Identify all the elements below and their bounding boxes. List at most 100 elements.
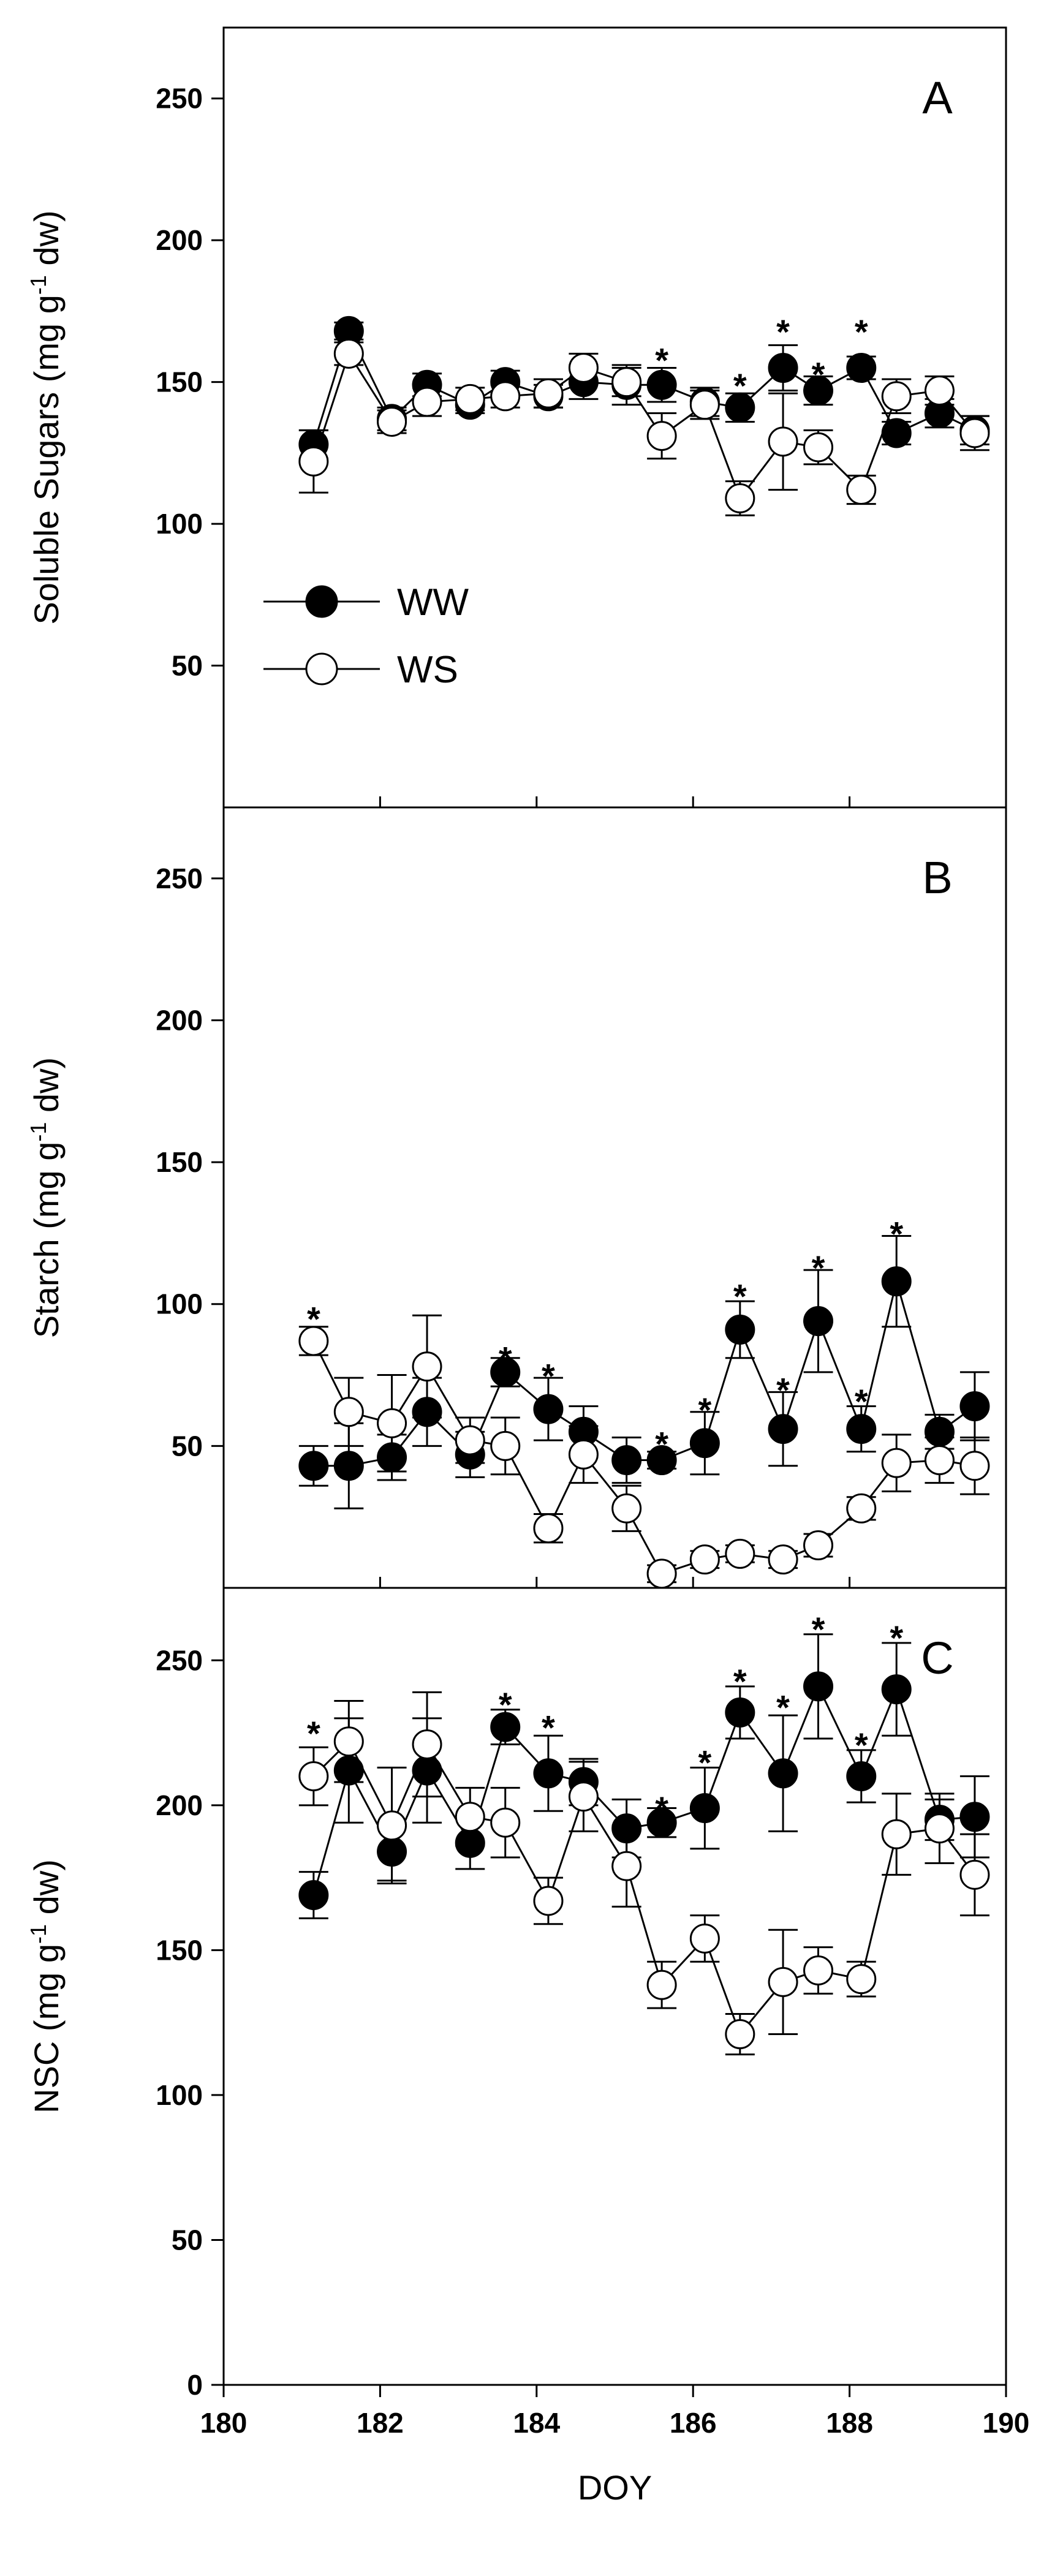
y-axis-title: Starch (mg g-1 dw) [26, 1057, 66, 1338]
data-point-ww [298, 1451, 329, 1481]
data-point-ws [533, 378, 564, 409]
data-point-ws [568, 352, 599, 383]
y-tick-label: 250 [156, 83, 203, 115]
panel-letter: C [921, 1633, 953, 1683]
significance-marker: * [812, 1248, 825, 1287]
data-point-ww [611, 1445, 642, 1476]
significance-marker: * [307, 1300, 320, 1339]
data-point-ws [846, 1493, 877, 1524]
y-axis-title-tail: dw) [27, 210, 66, 275]
data-point-ws [924, 1813, 955, 1844]
x-axis-title: DOY [578, 2468, 652, 2507]
data-point-ws [881, 1819, 912, 1849]
y-axis-title-superscript: -1 [26, 1924, 51, 1944]
panel-a: 50 100 150 200 250 Soluble Sugars (mg g-1 dw)… [26, 26, 1007, 809]
significance-marker: * [655, 1424, 668, 1463]
y-axis-title-main: Soluble Sugars (mg g [27, 295, 66, 625]
data-point-ww [533, 1758, 564, 1789]
legend-marker-ws [305, 652, 338, 686]
y-tick-label: 100 [156, 1288, 203, 1320]
data-point-ww [881, 1674, 912, 1705]
y-axis-title-main: Starch (mg g [27, 1142, 66, 1339]
data-point-ws [377, 1810, 407, 1841]
data-point-ww [646, 1445, 677, 1476]
data-point-ww [846, 1761, 877, 1792]
y-axis-title-tail: dw) [27, 1859, 66, 1924]
x-axis: 180 182 184 186 188 190 DOY [200, 2385, 1029, 2507]
y-axis-title: Soluble Sugars (mg g-1 dw) [26, 210, 66, 624]
data-point-ww [846, 1414, 877, 1445]
significance-marker: * [499, 1685, 512, 1724]
significance-marker: * [776, 1370, 790, 1409]
y-axis-title-superscript: -1 [26, 275, 51, 295]
data-point-ww [646, 1807, 677, 1838]
data-point-ws [768, 1966, 798, 1997]
data-point-ws [490, 1430, 521, 1461]
data-point-ws [803, 1530, 834, 1561]
y-tick-label: 250 [156, 1644, 203, 1676]
plot-area [298, 1235, 990, 1588]
data-point-ws [881, 1448, 912, 1478]
data-point-ws [646, 421, 677, 451]
data-point-ww [803, 376, 834, 406]
y-axis-title-tail: dw) [27, 1057, 66, 1122]
data-point-ws [768, 426, 798, 457]
significance-marker: * [542, 1356, 555, 1395]
data-point-ws [333, 338, 364, 369]
y-tick-label: 150 [156, 366, 203, 398]
y-tick-label: 100 [156, 2079, 203, 2111]
data-point-ws [533, 1513, 564, 1544]
legend: WW WS [263, 581, 469, 691]
data-point-ws [959, 418, 990, 448]
data-point-ws [333, 1397, 364, 1427]
data-point-ww [881, 1266, 912, 1297]
data-point-ws [924, 376, 955, 406]
data-point-ww [725, 1697, 755, 1728]
significance-marker: * [655, 1789, 668, 1828]
data-point-ws [490, 381, 521, 412]
data-point-ws [689, 390, 720, 420]
data-point-ws [412, 1729, 442, 1759]
y-tick-label: 200 [156, 224, 203, 256]
x-tick-label: 188 [826, 2407, 873, 2439]
series-ws [298, 338, 990, 516]
y-tick-label: 50 [172, 2224, 203, 2256]
data-point-ws [959, 1451, 990, 1481]
data-point-ws [803, 1955, 834, 1985]
data-point-ww [646, 369, 677, 400]
series-ws [298, 1691, 990, 2056]
data-point-ws [646, 1558, 677, 1588]
series-ws [298, 1314, 990, 1588]
significance-marker: * [307, 1714, 320, 1753]
data-point-ws [412, 1351, 442, 1382]
y-axis-title: NSC (mg g-1 dw) [26, 1859, 66, 2113]
significance-marker: * [812, 1610, 825, 1649]
data-point-ww [959, 1391, 990, 1422]
data-point-ws [298, 446, 329, 477]
data-point-ws [455, 1802, 485, 1832]
legend-marker-ww [305, 585, 338, 618]
data-point-ww [490, 1357, 521, 1388]
data-point-ws [298, 1326, 329, 1356]
data-point-ws [924, 1445, 955, 1476]
significance-marker: * [855, 312, 868, 351]
significance-marker: * [890, 1215, 903, 1253]
x-tick-label: 186 [670, 2407, 717, 2439]
data-point-ws [568, 1781, 599, 1812]
significance-marker: * [855, 1382, 868, 1421]
data-point-ws [646, 1970, 677, 2000]
significance-marker: * [733, 366, 747, 405]
data-point-ws [725, 483, 755, 513]
x-tick-label: 182 [357, 2407, 404, 2439]
significance-marker: * [855, 1726, 868, 1764]
data-point-ws [568, 1439, 599, 1470]
data-point-ww [533, 1394, 564, 1424]
data-point-ws [689, 1544, 720, 1575]
data-point-ww [768, 1414, 798, 1445]
y-tick-label: 150 [156, 1146, 203, 1178]
x-tick-label: 180 [200, 2407, 248, 2439]
significance-marker: * [733, 1277, 747, 1316]
data-point-ww [959, 1802, 990, 1832]
